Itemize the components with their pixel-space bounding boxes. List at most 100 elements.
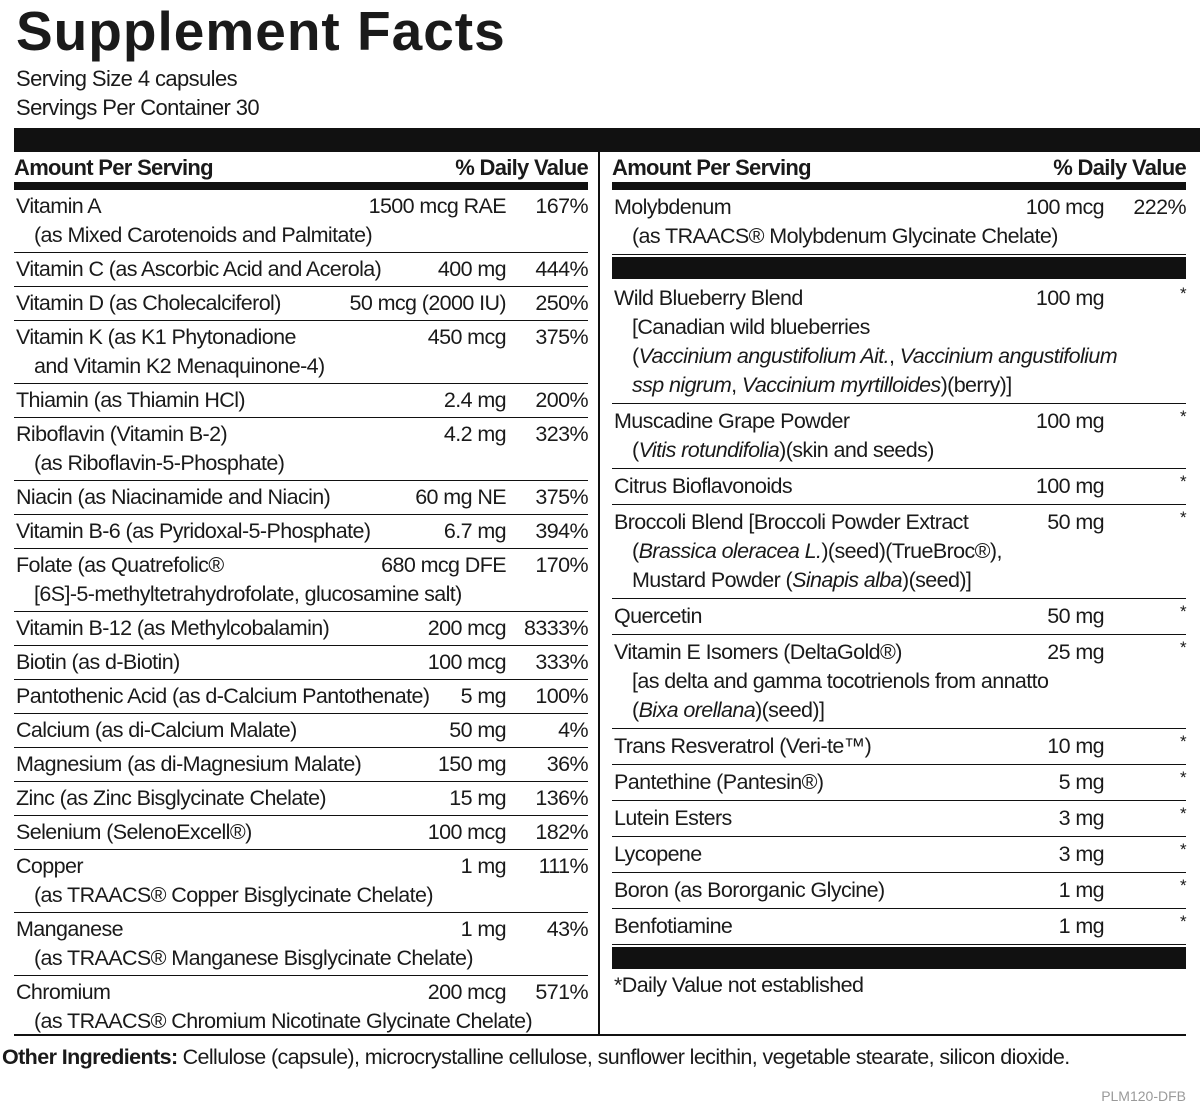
daily-value: 136% xyxy=(535,786,588,810)
line-text: (as Mixed Carotenoids and Palmitate) xyxy=(34,223,373,247)
amount: 100 mcg xyxy=(1025,195,1105,219)
daily-value: * xyxy=(1179,876,1187,895)
nutrient-row: Vitamin E Isomers (DeltaGold®) 25 mg * [as … xyxy=(612,635,1187,729)
nutrient-detail: [Canadian wild blueberries xyxy=(614,313,1186,342)
daily-value: 375% xyxy=(535,325,588,349)
latin-name: ssp nigrum xyxy=(632,373,732,397)
line-text: , xyxy=(731,373,742,397)
line-text: )(berry)] xyxy=(940,373,1013,397)
daily-value: * xyxy=(1179,732,1187,751)
nutrient-name: Pantethine (Pantesin®) xyxy=(614,768,1059,797)
row-first-line: Molybdenum 100 mcg 222% xyxy=(614,193,1187,222)
amount: 3 mg xyxy=(1058,842,1105,866)
nutrient-detail: (Vitis rotundifolia)(skin and seeds) xyxy=(614,436,1186,465)
amount: 10 mg xyxy=(1047,734,1104,758)
row-first-line: Magnesium (as di-Magnesium Malate) 150 mg… xyxy=(16,750,589,779)
title: Supplement Facts xyxy=(16,0,506,62)
amount: 1500 mcg RAE xyxy=(368,194,507,218)
row-first-line: Vitamin B-12 (as Methylcobalamin) 200 mcg… xyxy=(16,614,589,643)
amount: 150 mg xyxy=(437,752,507,776)
amount: 50 mcg (2000 IU) xyxy=(349,291,506,315)
daily-value: * xyxy=(1179,472,1187,491)
daily-value: 167% xyxy=(535,194,588,218)
row-first-line: Vitamin K (as K1 Phytonadione 450 mcg 375% xyxy=(16,323,589,352)
nutrient-detail: (as Riboflavin-5-Phosphate) xyxy=(16,449,588,478)
row-first-line: Pantothenic Acid (as d-Calcium Pantothen… xyxy=(16,682,589,711)
nutrient-row: Manganese 1 mg 43% (as TRAACS® Manganese Bi… xyxy=(14,913,589,976)
nutrient-name: Lutein Esters xyxy=(614,804,1059,833)
line-text: Mustard Powder ( xyxy=(632,568,793,592)
line-text: )(seed)] xyxy=(902,568,972,592)
line-text: )(seed)] xyxy=(755,698,825,722)
nutrient-name: Vitamin A xyxy=(16,192,369,221)
line-text: (as TRAACS® Copper Bisglycinate Chelate) xyxy=(34,883,434,907)
daily-value: 8333% xyxy=(524,616,589,640)
nutrient-name: Citrus Bioflavonoids xyxy=(614,472,1036,501)
row-first-line: Riboflavin (Vitamin B-2) 4.2 mg 323% xyxy=(16,420,589,449)
daily-value: 444% xyxy=(535,257,588,281)
nutrient-row: Wild Blueberry Blend 100 mg * [Canadian wil… xyxy=(612,281,1187,404)
footnote: *Daily Value not established xyxy=(614,973,864,997)
latin-name: Vaccinium angustifolium xyxy=(899,344,1118,368)
nutrient-name: Quercetin xyxy=(614,602,1047,631)
line-text: Niacin (as Niacinamide and Niacin) xyxy=(16,485,331,509)
nutrient-row: Quercetin 50 mg * xyxy=(612,599,1187,635)
line-text: Lycopene xyxy=(614,842,702,866)
nutrient-name: Selenium (SelenoExcell®) xyxy=(16,818,428,847)
column-header: Amount Per Serving % Daily Value xyxy=(612,152,1187,190)
line-text: Magnesium (as di-Magnesium Malate) xyxy=(16,752,362,776)
line-text: (as TRAACS® Chromium Nicotinate Glycinat… xyxy=(34,1009,533,1033)
row-first-line: Benfotiamine 1 mg * xyxy=(614,912,1187,941)
amount: 5 mg xyxy=(460,684,507,708)
amount: 100 mcg xyxy=(427,650,507,674)
line-text: Molybdenum xyxy=(614,195,732,219)
daily-value: 250% xyxy=(535,291,588,315)
nutrient-row: Lycopene 3 mg * xyxy=(612,837,1187,873)
row-first-line: Chromium 200 mcg 571% xyxy=(16,978,589,1007)
section-bar xyxy=(612,257,1186,279)
line-text: Trans Resveratrol (Veri-te™) xyxy=(614,734,872,758)
amount: 400 mg xyxy=(437,257,507,281)
nutrient-name: Calcium (as di-Calcium Malate) xyxy=(16,716,449,745)
line-text: Citrus Bioflavonoids xyxy=(614,474,793,498)
nutrient-name: Muscadine Grape Powder xyxy=(614,407,1036,436)
nutrient-row: Lutein Esters 3 mg * xyxy=(612,801,1187,837)
amount: 5 mg xyxy=(1058,770,1105,794)
nutrient-name: Wild Blueberry Blend xyxy=(614,284,1036,313)
line-text: , xyxy=(889,344,900,368)
latin-name: Sinapis alba xyxy=(792,568,903,592)
line-text: Muscadine Grape Powder xyxy=(614,409,850,433)
daily-value: * xyxy=(1179,508,1187,527)
amount: 1 mg xyxy=(1058,914,1105,938)
nutrient-name: Thiamin (as Thiamin HCl) xyxy=(16,386,444,415)
amount: 680 mcg DFE xyxy=(381,553,506,577)
daily-value: * xyxy=(1179,768,1187,787)
row-first-line: Copper 1 mg 111% xyxy=(16,852,589,881)
nutrient-row: Vitamin D (as Cholecalciferol) 50 mcg (20… xyxy=(14,287,589,321)
nutrient-detail: (as TRAACS® Molybdenum Glycinate Chelate… xyxy=(614,222,1186,251)
amount: 200 mcg xyxy=(427,616,507,640)
daily-value: * xyxy=(1179,840,1187,859)
nutrient-name: Molybdenum xyxy=(614,193,1026,222)
daily-value: 182% xyxy=(535,820,588,844)
line-text: Boron (as Bororganic Glycine) xyxy=(614,878,885,902)
line-text: Vitamin C (as Ascorbic Acid and Acerola) xyxy=(16,257,382,281)
amount-header: Amount Per Serving xyxy=(14,155,214,180)
latin-name: Vaccinium angustifolium Ait. xyxy=(638,344,890,368)
daily-value: 200% xyxy=(535,388,588,412)
daily-value: 571% xyxy=(535,980,588,1004)
nutrient-detail: [as delta and gamma tocotrienols from an… xyxy=(614,667,1186,696)
daily-value: * xyxy=(1179,602,1187,621)
nutrient-row: Trans Resveratrol (Veri-te™) 10 mg * xyxy=(612,729,1187,765)
line-text: Thiamin (as Thiamin HCl) xyxy=(16,388,246,412)
other-text: Cellulose (capsule), microcrystalline ce… xyxy=(182,1045,1071,1069)
nutrient-name: Chromium xyxy=(16,978,428,1007)
line-text: )(skin and seeds) xyxy=(779,438,934,462)
daily-value: 394% xyxy=(535,519,588,543)
nutrient-row: Benfotiamine 1 mg * xyxy=(612,909,1187,945)
column-header: Amount Per Serving % Daily Value xyxy=(14,152,589,190)
nutrient-name: Trans Resveratrol (Veri-te™) xyxy=(614,732,1047,761)
amount: 3 mg xyxy=(1058,806,1105,830)
other-ingredients: Other Ingredients: Cellulose (capsule), m… xyxy=(2,1045,1070,1070)
line-text: Biotin (as d-Biotin) xyxy=(16,650,180,674)
